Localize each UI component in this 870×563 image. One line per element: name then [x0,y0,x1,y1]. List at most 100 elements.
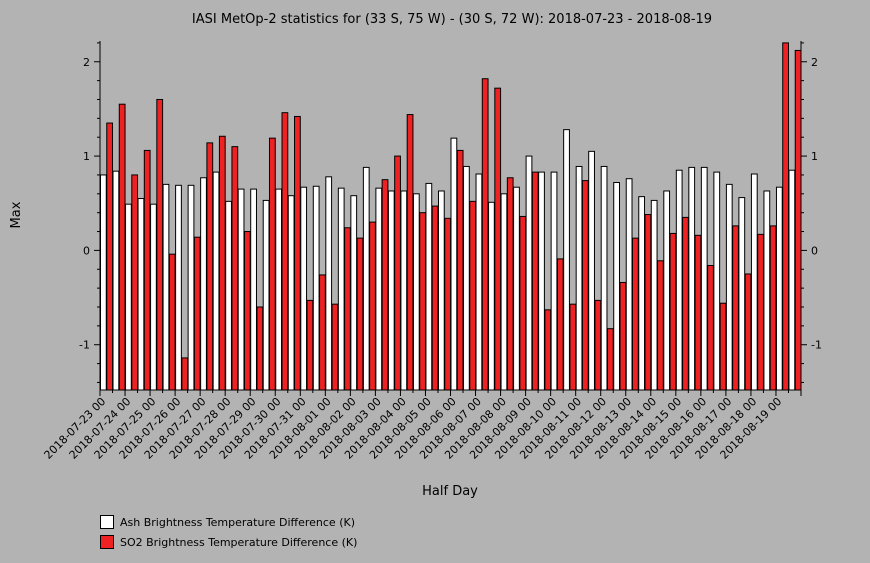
ash-bar-54 [775,186,783,391]
ash-bar-41 [613,181,620,391]
so2-bar-34 [531,171,539,391]
y-tick-label-right: 1 [811,150,818,163]
ash-bar-33 [513,186,520,391]
so2-bar-4 [156,98,164,391]
so2-bar-20 [356,237,364,391]
ash-bar-52 [750,173,758,391]
so2-bar-21 [369,221,376,391]
ash-bar-37 [563,129,570,391]
legend-swatch-ash [100,515,114,529]
ash-bar-10 [225,200,232,391]
ash-bar-34 [525,155,533,391]
ash-bar-29 [463,165,470,391]
ash-bar-49 [713,171,721,391]
so2-bar-54 [782,42,789,391]
ash-bar-15 [287,195,295,391]
legend-item-so2: SO2 Brightness Temperature Difference (K… [100,532,357,552]
so2-bar-55 [794,49,802,391]
so2-bar-49 [719,302,727,391]
so2-bar-44 [657,260,664,391]
so2-bar-52 [757,233,764,391]
so2-bar-51 [744,273,752,391]
ash-bar-24 [400,190,408,391]
ash-bar-38 [575,165,583,391]
ash-bar-3 [137,198,145,391]
so2-bar-32 [506,177,514,391]
so2-bar-45 [669,232,677,391]
ash-bar-25 [412,193,420,391]
so2-bar-26 [431,205,439,391]
so2-bar-0 [106,122,114,391]
ash-bar-26 [425,182,433,391]
so2-bar-43 [644,214,652,391]
so2-bar-41 [619,281,627,391]
ash-bar-51 [738,197,746,391]
ash-bar-30 [475,173,483,391]
so2-bar-29 [469,200,477,391]
y-tick-label-left: -1 [79,339,90,352]
ash-bar-12 [250,188,257,391]
ash-bar-39 [588,150,595,391]
y-tick-label-left: 2 [83,56,90,69]
so2-bar-40 [606,328,614,391]
so2-bar-19 [344,227,351,391]
bars-group [100,42,802,391]
so2-bar-50 [732,225,739,391]
ash-bar-8 [200,177,207,391]
ash-bar-55 [788,169,796,391]
so2-bar-33 [519,215,527,391]
so2-bar-12 [256,306,264,391]
so2-bar-38 [581,180,589,391]
ash-bar-7 [187,184,195,391]
y-axis-label: Max [9,201,24,228]
ash-bar-32 [500,193,508,391]
so2-bar-35 [544,309,552,391]
so2-bar-8 [206,142,214,391]
y-tick-label-right: 0 [811,244,818,257]
so2-bar-6 [181,357,189,391]
so2-bar-13 [268,137,276,391]
so2-bar-28 [456,149,464,391]
so2-bar-17 [319,274,326,391]
legend: Ash Brightness Temperature Difference (K… [100,512,357,552]
ash-bar-19 [337,187,345,391]
so2-bar-42 [632,237,639,391]
so2-bar-39 [594,299,602,391]
ash-bar-1 [112,170,120,391]
so2-bar-22 [381,179,389,391]
so2-bar-36 [556,258,564,391]
y-tick-label-right: -1 [811,339,822,352]
ash-bar-5 [162,183,170,391]
ash-bar-16 [300,186,308,391]
ash-bar-48 [700,166,708,391]
so2-bar-25 [419,212,426,391]
legend-swatch-so2 [100,535,114,549]
ash-bar-31 [488,201,495,391]
ash-bar-6 [175,184,182,391]
so2-bar-18 [331,303,339,391]
so2-bar-15 [294,115,301,391]
ash-bar-46 [675,169,683,391]
so2-bar-46 [682,216,689,391]
so2-bar-53 [769,225,777,391]
ash-bar-47 [688,166,696,391]
ash-bar-13 [262,199,270,391]
so2-bar-10 [231,146,239,391]
ash-bar-0 [100,174,107,391]
ash-bar-44 [650,199,658,391]
ash-bar-45 [663,190,671,391]
legend-label-ash: Ash Brightness Temperature Difference (K… [120,515,355,529]
so2-bar-37 [569,303,577,391]
ash-bar-53 [763,190,771,391]
so2-bar-5 [168,253,176,391]
so2-bar-14 [281,112,289,391]
ash-bar-9 [212,171,220,391]
so2-bar-24 [406,114,414,391]
ash-bar-4 [150,203,157,391]
so2-bar-7 [193,236,201,391]
y-tick-label-right: 2 [811,56,818,69]
so2-bar-47 [694,234,702,391]
ash-bar-17 [312,185,320,391]
